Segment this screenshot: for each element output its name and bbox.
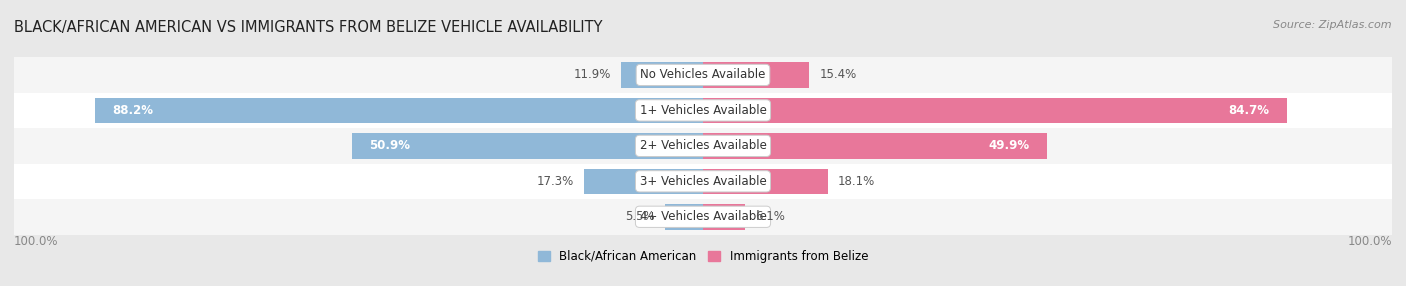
- Bar: [621, 62, 703, 88]
- Bar: [14, 164, 1392, 199]
- Text: 3+ Vehicles Available: 3+ Vehicles Available: [640, 175, 766, 188]
- Text: 1+ Vehicles Available: 1+ Vehicles Available: [640, 104, 766, 117]
- Text: 4+ Vehicles Available: 4+ Vehicles Available: [640, 210, 766, 223]
- Text: 49.9%: 49.9%: [988, 139, 1029, 152]
- Text: 17.3%: 17.3%: [536, 175, 574, 188]
- Bar: [583, 168, 703, 194]
- Bar: [14, 93, 1392, 128]
- Bar: [703, 168, 828, 194]
- Bar: [703, 204, 745, 230]
- Bar: [703, 62, 808, 88]
- Text: 2+ Vehicles Available: 2+ Vehicles Available: [640, 139, 766, 152]
- Bar: [703, 98, 1286, 123]
- Text: 6.1%: 6.1%: [755, 210, 785, 223]
- Text: 100.0%: 100.0%: [1347, 235, 1392, 248]
- Bar: [665, 204, 703, 230]
- Text: 50.9%: 50.9%: [370, 139, 411, 152]
- Text: 18.1%: 18.1%: [838, 175, 876, 188]
- Bar: [96, 98, 703, 123]
- Text: 11.9%: 11.9%: [574, 68, 610, 82]
- Text: 5.5%: 5.5%: [626, 210, 655, 223]
- Text: 88.2%: 88.2%: [112, 104, 153, 117]
- Legend: Black/African American, Immigrants from Belize: Black/African American, Immigrants from …: [533, 245, 873, 268]
- Text: Source: ZipAtlas.com: Source: ZipAtlas.com: [1274, 20, 1392, 30]
- Text: 100.0%: 100.0%: [14, 235, 59, 248]
- Bar: [703, 133, 1047, 159]
- Bar: [353, 133, 703, 159]
- Bar: [14, 57, 1392, 93]
- Text: No Vehicles Available: No Vehicles Available: [640, 68, 766, 82]
- Bar: [14, 128, 1392, 164]
- Text: BLACK/AFRICAN AMERICAN VS IMMIGRANTS FROM BELIZE VEHICLE AVAILABILITY: BLACK/AFRICAN AMERICAN VS IMMIGRANTS FRO…: [14, 20, 603, 35]
- Text: 84.7%: 84.7%: [1229, 104, 1270, 117]
- Bar: [14, 199, 1392, 235]
- Text: 15.4%: 15.4%: [820, 68, 856, 82]
